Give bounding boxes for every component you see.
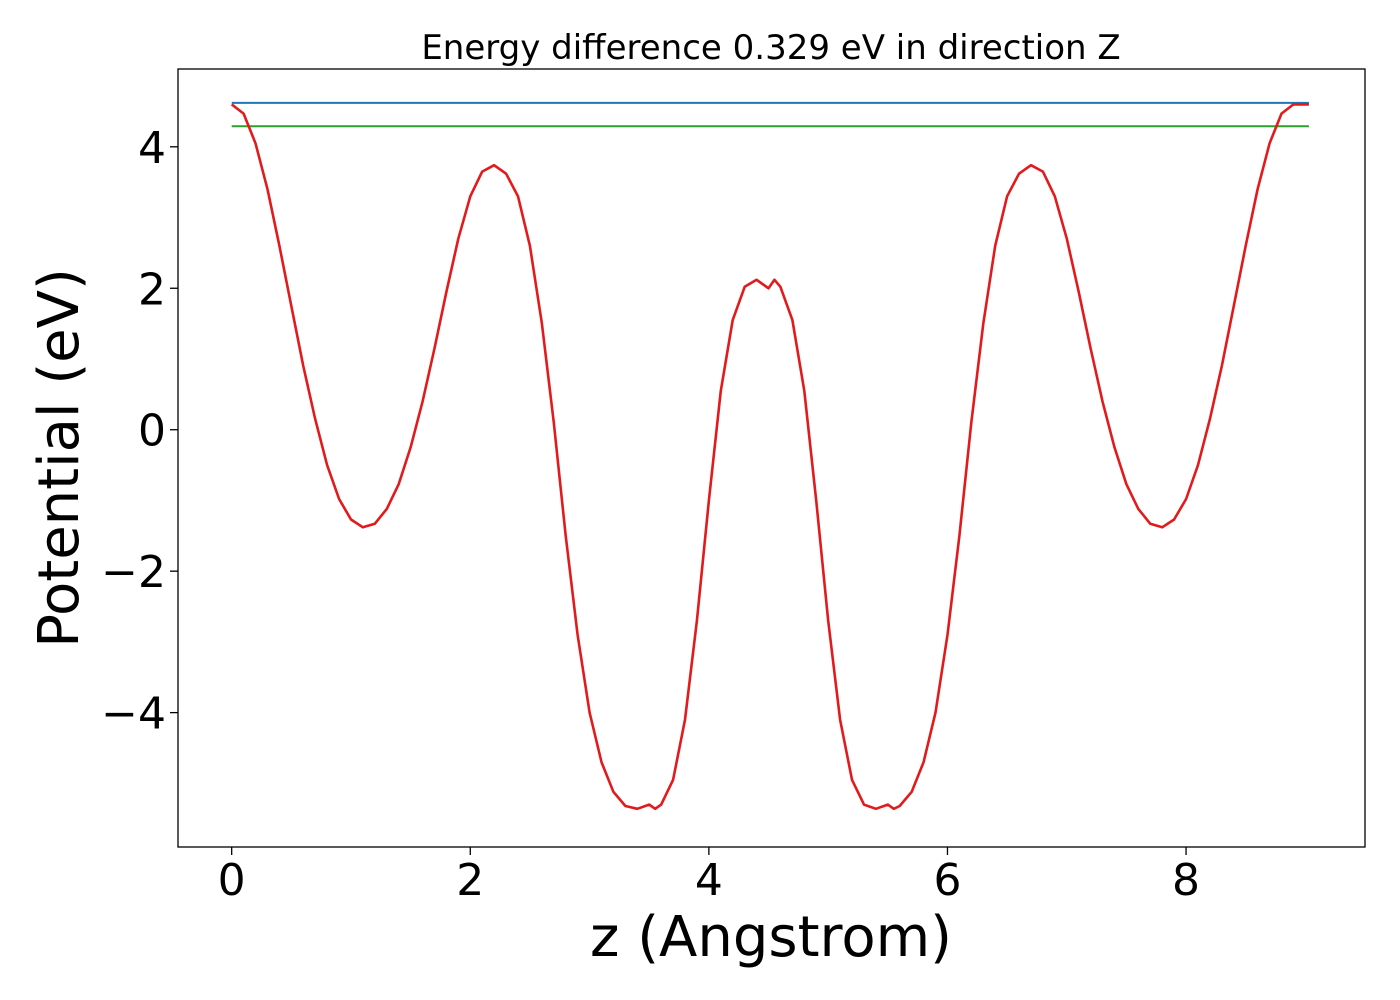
x-tick-label: 6 [933, 855, 961, 906]
x-tick-label: 0 [218, 855, 246, 906]
x-tick-label: 8 [1172, 855, 1200, 906]
y-tick-label: 0 [138, 406, 166, 457]
y-axis-label: Potential (eV) [27, 268, 92, 648]
series-line-3 [230, 103, 1309, 811]
y-tick-label: 2 [138, 264, 166, 315]
plot-frame [177, 68, 1366, 848]
x-tick-label: 4 [695, 855, 723, 906]
y-tick-label: −2 [101, 547, 166, 598]
y-tick-label: −4 [101, 689, 166, 740]
x-tick-label: 2 [456, 855, 484, 906]
series-layer [230, 101, 1309, 811]
chart-title: Energy difference 0.329 eV in direction … [421, 28, 1120, 68]
ticks-layer: 0 2 4 6 8 −4 −2 0 2 4 [101, 123, 1200, 906]
x-axis-label: z (Angstrom) [590, 905, 952, 970]
y-tick-label: 4 [138, 123, 166, 174]
